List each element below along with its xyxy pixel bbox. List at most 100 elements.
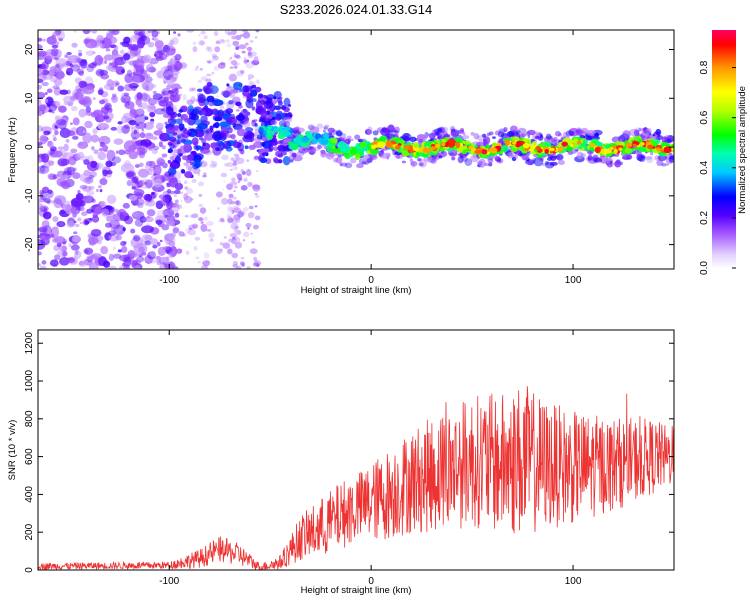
spectrogram-cell <box>182 94 187 99</box>
spectrogram-cell <box>259 157 268 164</box>
spectrogram-cell <box>227 205 233 213</box>
spectrogram-cell <box>228 73 238 82</box>
spectrogram-cell <box>167 65 173 70</box>
spectrogram-cell <box>618 147 623 151</box>
spectrogram-cell <box>453 151 458 156</box>
spectrogram-cell <box>215 147 221 152</box>
spectrogram-cell <box>99 189 103 193</box>
spectrogram-cell <box>154 190 159 197</box>
spectrogram-cell <box>231 205 240 213</box>
spectrogram-cell <box>104 102 112 111</box>
spectrogram-cell <box>105 30 114 39</box>
spectrogram-cell <box>230 157 235 162</box>
spectrogram-cell <box>197 172 201 177</box>
spectrogram-cell <box>169 202 177 208</box>
spectrogram-cell <box>216 95 219 98</box>
spectrogram-cell <box>136 146 146 156</box>
spectrogram-cell <box>145 63 154 72</box>
spectrogram-cell <box>232 40 240 47</box>
spectrogram-cell <box>38 105 47 112</box>
spectrogram-cell <box>129 125 134 129</box>
spectrogram-cell <box>587 154 593 161</box>
spectrogram-cell <box>244 145 249 150</box>
spectrogram-cell <box>223 236 227 239</box>
spectrogram-cell <box>516 140 522 146</box>
spectrogram-cell <box>208 232 215 239</box>
spectrogram-cell <box>625 142 633 148</box>
spectrogram-cell <box>618 134 626 143</box>
spectrogram-cell <box>661 163 667 167</box>
spectrogram-ytick-label: 10 <box>24 92 35 104</box>
spectrogram-cell <box>275 93 281 98</box>
spectrogram-cell <box>184 186 189 190</box>
spectrogram-cell <box>103 54 114 61</box>
spectrogram-cell <box>181 138 187 143</box>
spectrogram-cell <box>71 243 80 252</box>
spectrogram-cell <box>156 157 165 166</box>
spectrogram-cell <box>167 119 172 124</box>
spectrogram-cell <box>154 54 157 57</box>
spectrogram-cell <box>449 152 455 157</box>
spectrogram-cell <box>38 72 47 82</box>
spectrogram-cell <box>47 173 56 181</box>
spectrogram-cell <box>249 183 253 186</box>
spectrogram-cell <box>624 147 632 154</box>
spectrogram-cell <box>105 64 116 71</box>
spectrogram-cell <box>156 158 166 167</box>
spectrogram-cell <box>561 141 568 147</box>
spectrogram-cell <box>99 99 106 105</box>
spectrogram-cell <box>470 154 480 163</box>
spectrogram-cell <box>110 223 118 232</box>
spectrogram-cell <box>83 195 88 199</box>
spectrogram-cell <box>232 162 238 167</box>
spectrogram-cell <box>190 150 196 155</box>
spectrogram-cell <box>110 126 118 131</box>
snr-ytick-label: 600 <box>24 448 35 465</box>
spectrogram-cell <box>394 145 401 150</box>
spectrogram-cell <box>158 194 165 199</box>
spectrogram-cell <box>154 50 164 59</box>
spectrogram-cell <box>225 108 234 114</box>
spectrogram-cell <box>507 152 515 157</box>
spectrogram-cell <box>245 222 252 228</box>
spectrogram-cell <box>101 208 110 216</box>
spectrogram-cell <box>59 245 67 252</box>
spectrogram-cell <box>569 143 574 148</box>
spectrogram-cell <box>230 89 235 93</box>
spectrogram-cell <box>71 235 81 243</box>
spectrogram-cell <box>38 165 50 175</box>
spectrogram-cell <box>668 152 673 156</box>
spectrogram-cell <box>182 97 188 101</box>
spectrogram-cell <box>254 205 258 208</box>
spectrogram-cell <box>656 159 664 167</box>
spectrogram-cell <box>440 141 446 147</box>
spectrogram-cell <box>51 134 57 138</box>
spectrogram-cell <box>175 118 183 125</box>
spectrogram-cell <box>273 96 277 100</box>
spectrogram-cell <box>137 185 142 188</box>
spectrogram-cell <box>184 214 189 218</box>
spectrogram-cell <box>207 46 213 53</box>
spectrogram-cell <box>227 134 233 138</box>
spectrogram-cell <box>260 109 268 118</box>
spectrogram-cell <box>217 62 226 69</box>
spectrogram-cell <box>98 135 111 145</box>
spectrogram-cell <box>88 62 97 69</box>
spectrogram-cell <box>211 263 214 266</box>
spectrogram-cell <box>572 144 578 150</box>
spectrogram-cell <box>103 115 110 120</box>
spectrogram-cell <box>349 157 357 164</box>
spectrogram-cell <box>204 216 208 221</box>
spectrogram-cell <box>41 260 47 265</box>
spectrogram-cell <box>628 128 639 137</box>
spectrogram-cell <box>106 79 114 88</box>
spectrogram-cell <box>78 108 87 118</box>
spectrogram-cell <box>50 233 55 238</box>
spectrogram-cell <box>221 197 229 205</box>
colorbar-tick-label: 0.8 <box>699 60 710 74</box>
spectrogram-cell <box>180 86 183 90</box>
spectrogram-cell <box>113 138 124 145</box>
spectrogram-cell <box>70 105 78 112</box>
spectrogram-cell <box>139 132 146 139</box>
spectrogram-cell <box>100 200 106 208</box>
